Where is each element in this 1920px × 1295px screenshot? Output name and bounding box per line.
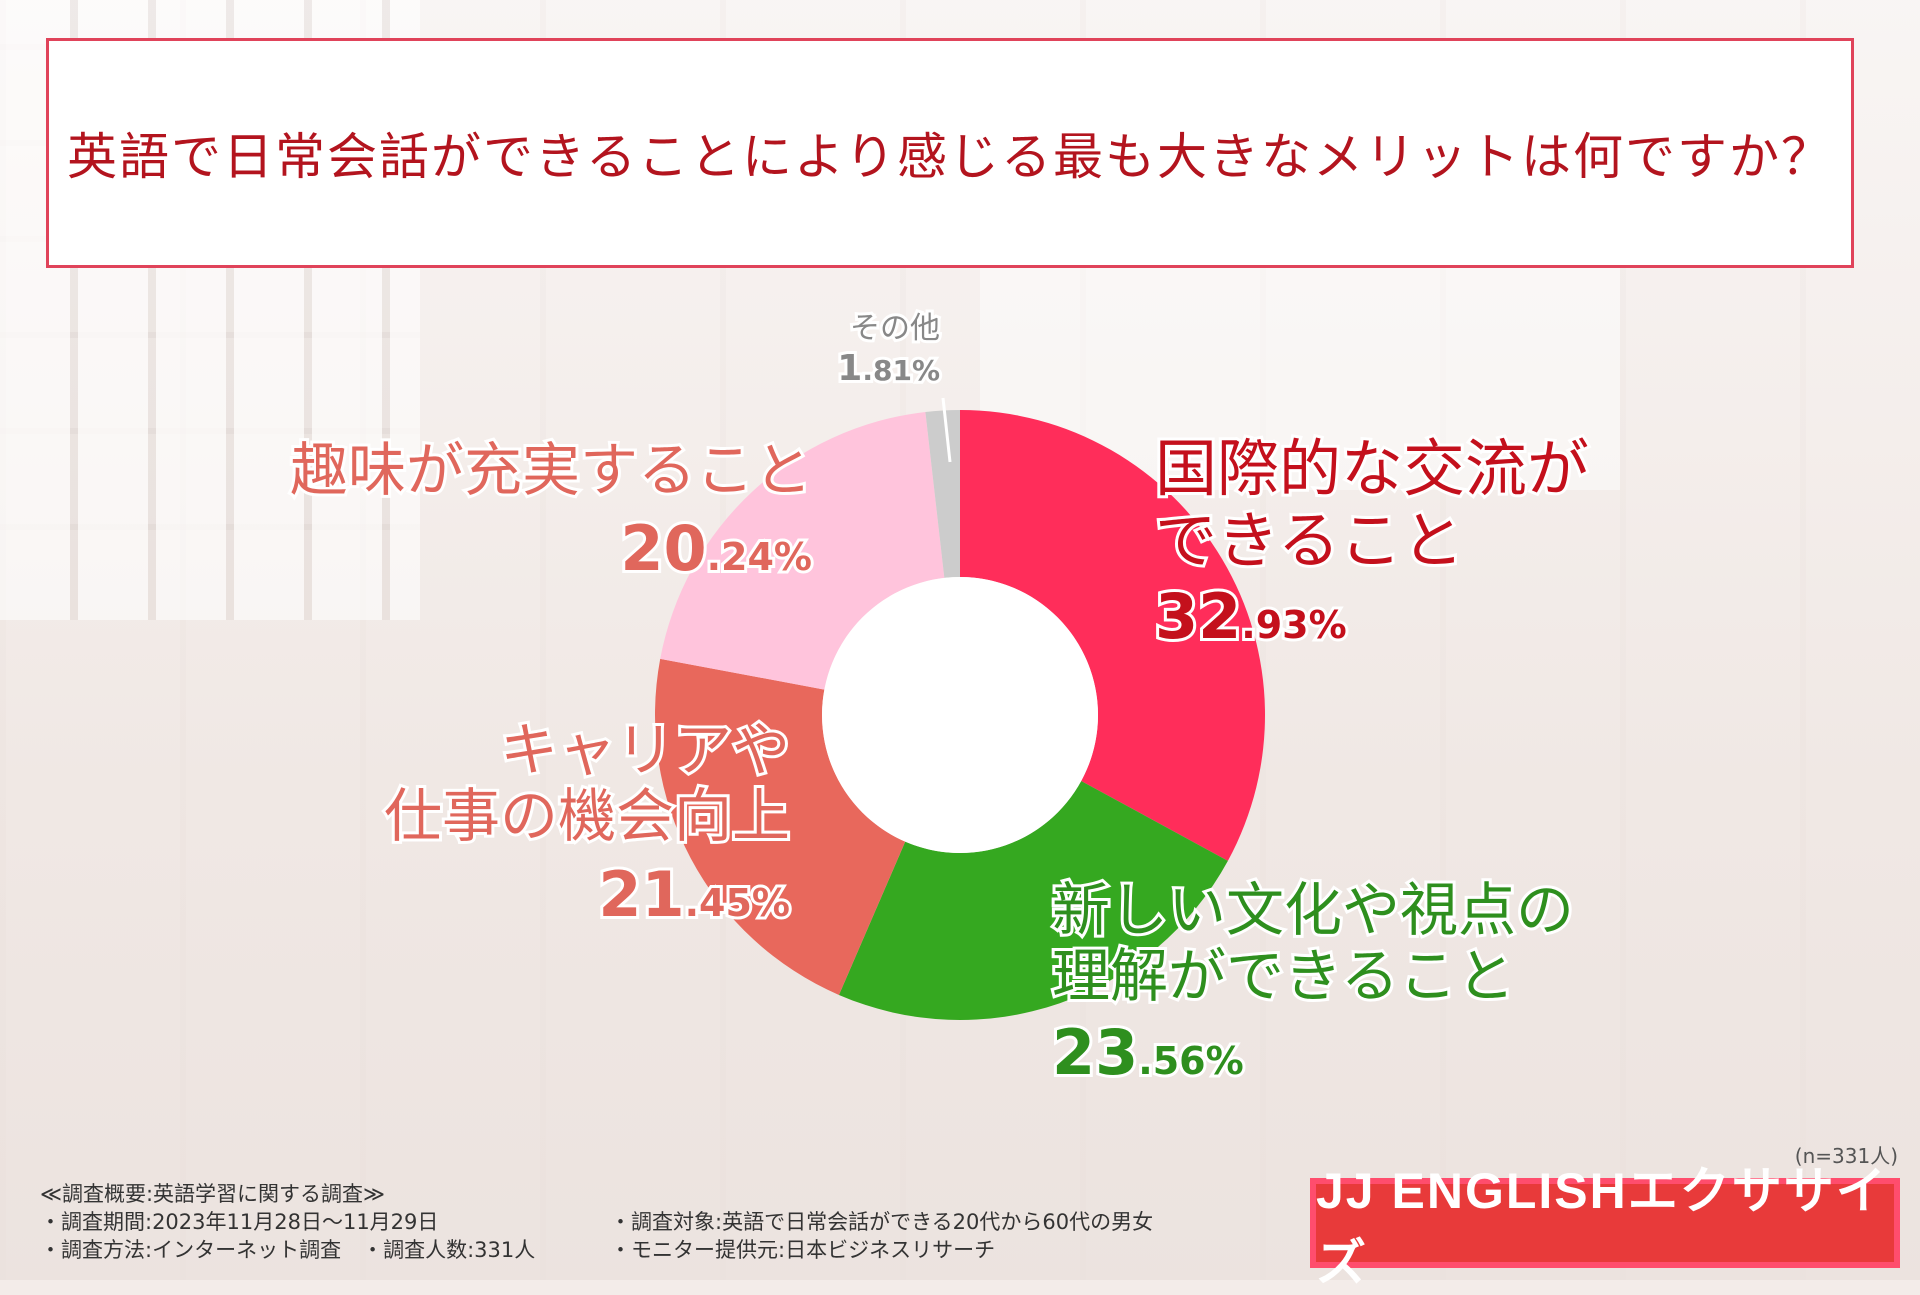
slice-label-4-line-0: その他 xyxy=(850,311,940,346)
chart-title: 英語で日常会話ができることにより感じる最も大きなメリットは何ですか？ xyxy=(67,128,1833,186)
slice-value-dec-2: .45% xyxy=(685,881,790,925)
brand-logo-text: JJ ENGLISHエクササイズ xyxy=(1316,1163,1894,1291)
slice-label-3-line-0: 趣味が充実すること xyxy=(290,436,812,504)
survey-heading: ≪調査概要:英語学習に関する調査≫ xyxy=(40,1182,386,1206)
slice-value-int-1: 23 xyxy=(1052,1016,1138,1089)
slice-value-dec-1: .56% xyxy=(1138,1039,1243,1083)
survey-overview-2: ・調査対象:英語で日常会話ができる20代から60代の男女 ・モニター提供元:日本… xyxy=(610,1208,1153,1264)
slice-value-int-0: 32 xyxy=(1155,580,1241,653)
slice-3 xyxy=(660,411,945,690)
slice-2 xyxy=(655,658,906,995)
sample-size: (n=331人) xyxy=(1794,1144,1898,1168)
slice-value-dec-0: .93% xyxy=(1241,603,1346,647)
slice-label-1-line-1: 理解ができること xyxy=(1052,942,1515,1010)
slice-value-3: 20.24% xyxy=(620,512,812,585)
slice-value-1: 23.56% xyxy=(1052,1016,1244,1089)
slice-value-int-2: 21 xyxy=(598,858,684,931)
brand-logo: JJ ENGLISHエクササイズ xyxy=(1310,1163,1900,1291)
slice-value-2: 21.45% xyxy=(598,858,790,931)
survey-period: ・調査期間:2023年11月28日〜11月29日 xyxy=(40,1210,439,1234)
slice-label-0-line-0: 国際的な交流が xyxy=(1155,432,1589,505)
slice-label-1-line-0: 新しい文化や視点の xyxy=(1052,876,1574,944)
slice-value-int-3: 20 xyxy=(620,512,706,585)
slice-value-int-4: 1 xyxy=(837,348,862,389)
title-box: 英語で日常会話ができることにより感じる最も大きなメリットは何ですか？ xyxy=(46,38,1854,268)
slice-value-0: 32.93% xyxy=(1155,580,1347,653)
donut-hole xyxy=(822,577,1098,853)
slice-label-2-line-0: キャリアや xyxy=(500,716,790,784)
slice-value-4: 1.81% xyxy=(837,348,940,389)
survey-provider: ・モニター提供元:日本ビジネスリサーチ xyxy=(610,1238,996,1262)
slice-0 xyxy=(960,410,1265,861)
slice-4 xyxy=(925,410,960,578)
slice-value-dec-4: .81% xyxy=(862,354,940,387)
other-leader-line xyxy=(941,397,952,463)
survey-overview: ≪調査概要:英語学習に関する調査≫ ・調査期間:2023年11月28日〜11月2… xyxy=(40,1180,535,1264)
slice-label-2-line-1: 仕事の機会向上 xyxy=(384,782,790,850)
survey-method: ・調査方法:インターネット調査 ・調査人数:331人 xyxy=(40,1238,536,1262)
slice-1 xyxy=(838,780,1228,1021)
slice-value-dec-3: .24% xyxy=(707,535,812,579)
slice-label-0-line-1: できること xyxy=(1155,504,1464,577)
survey-target: ・調査対象:英語で日常会話ができる20代から60代の男女 xyxy=(610,1210,1154,1234)
